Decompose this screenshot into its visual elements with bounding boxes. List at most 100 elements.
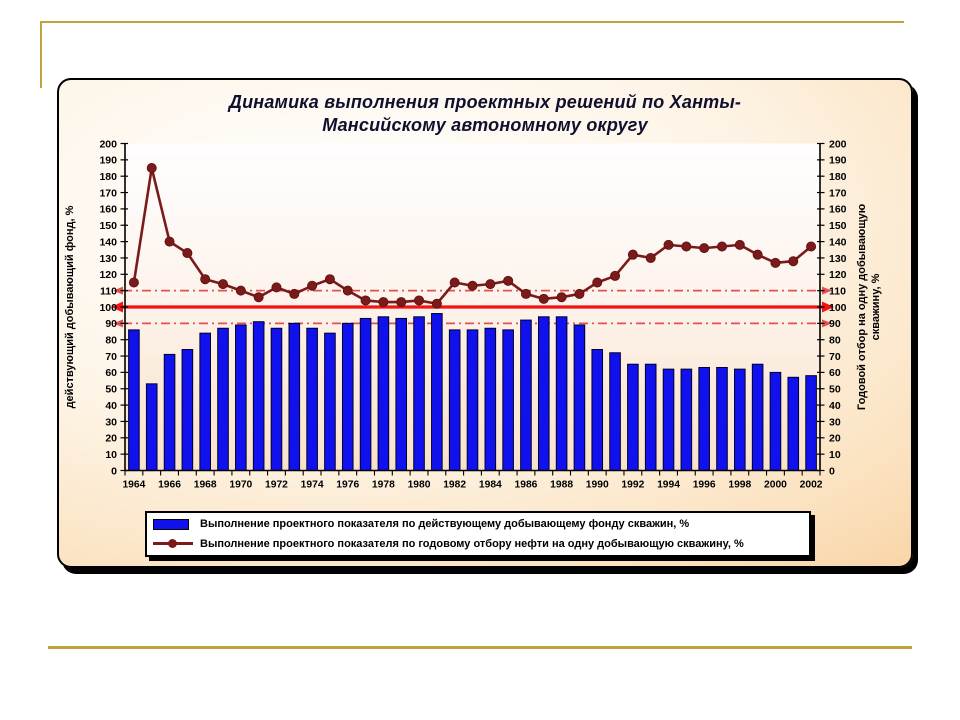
left-axis-tick-label: 80 — [105, 335, 117, 347]
chart-panel: Динамика выполнения проектных решений по… — [57, 78, 913, 568]
right-axis-tick-label: 150 — [829, 220, 847, 232]
line-marker — [431, 298, 442, 309]
bar — [181, 349, 194, 472]
right-axis-tick-label: 110 — [829, 285, 846, 297]
line-marker — [699, 243, 710, 254]
bar — [609, 352, 621, 471]
x-axis-tick-label: 1992 — [621, 480, 644, 491]
bar — [520, 319, 532, 471]
left-axis-title: действующий добывающий фонд, % — [64, 205, 76, 408]
bar — [128, 329, 140, 471]
x-axis-tick-label: 1998 — [728, 480, 751, 491]
line-marker — [164, 236, 175, 247]
bar — [448, 329, 461, 471]
right-axis-tick-label: 70 — [829, 351, 841, 363]
line-marker — [307, 280, 318, 291]
left-axis-tick-label: 100 — [99, 302, 117, 314]
line-marker — [146, 163, 157, 174]
line-marker — [556, 292, 567, 303]
line-marker — [770, 257, 781, 268]
left-axis-tick-label: 10 — [105, 449, 117, 461]
left-axis-tick-label: 70 — [105, 351, 117, 363]
right-axis-tick-label: 90 — [829, 318, 841, 330]
slide-left-accent-line — [40, 21, 42, 88]
bar — [680, 368, 693, 472]
x-axis-tick-label: 2000 — [764, 480, 787, 491]
bar — [199, 332, 211, 471]
chart-title: Динамика выполнения проектных решений по… — [228, 92, 742, 136]
bar — [769, 371, 782, 471]
bar — [591, 349, 604, 472]
right-axis-tick-label: 60 — [829, 367, 841, 379]
line-marker — [271, 282, 282, 293]
right-axis-tick-label: 20 — [829, 433, 841, 445]
bar — [484, 327, 497, 471]
bar — [644, 363, 657, 472]
right-axis-tick-label: 50 — [829, 384, 841, 396]
line-marker — [503, 275, 514, 286]
line-marker — [360, 295, 371, 306]
bar — [288, 322, 301, 471]
chart-plot: 0 0 10 10 20 20 30 30 40 40 50 50 60 60 70 70 80 80 90 90 10… — [64, 138, 882, 491]
x-axis-tick-label: 1990 — [586, 480, 609, 491]
right-axis-tick-label: 10 — [829, 449, 841, 461]
left-axis-tick-label: 30 — [105, 416, 117, 428]
chart-legend: Выполнение проектного показателя по дейс… — [145, 511, 811, 557]
right-axis-tick-label: 120 — [829, 269, 847, 281]
right-axis-tick-label: 180 — [829, 171, 847, 183]
line-marker — [681, 241, 692, 252]
left-axis-tick-label: 120 — [99, 269, 117, 281]
line-marker — [414, 295, 425, 306]
slide-bottom-accent-line — [48, 646, 912, 649]
x-axis-tick-label: 1970 — [229, 480, 252, 491]
left-axis-tick-label: 50 — [105, 384, 117, 396]
slide-top-accent-line — [40, 21, 904, 23]
left-axis-tick-label: 180 — [99, 171, 117, 183]
left-axis-tick-label: 170 — [99, 187, 117, 199]
bar — [805, 375, 817, 472]
right-axis-tick-label: 190 — [829, 155, 847, 167]
x-axis-tick-label: 1976 — [336, 480, 359, 491]
line-marker — [467, 280, 478, 291]
left-axis-tick-label: 150 — [99, 220, 117, 232]
bar — [573, 324, 586, 471]
x-axis-tick-label: 1980 — [408, 480, 431, 491]
line-marker — [627, 249, 638, 260]
x-axis-tick-label: 1982 — [443, 480, 466, 491]
bar — [324, 332, 336, 471]
line-marker — [734, 239, 745, 250]
line-marker — [342, 285, 353, 296]
right-axis-tick-label: 0 — [829, 465, 835, 477]
line-marker — [592, 277, 603, 288]
bar — [163, 353, 176, 472]
reference-line-solid — [111, 301, 834, 313]
left-axis-tick-label: 160 — [99, 204, 117, 216]
bar-series — [128, 313, 817, 472]
right-axis-title: скважину, % — [870, 273, 882, 340]
bar — [252, 321, 265, 471]
legend-line-marker-icon — [168, 539, 177, 549]
legend-bar-swatch — [153, 518, 189, 530]
bar — [395, 317, 408, 471]
line-marker — [378, 297, 389, 308]
bar — [377, 316, 390, 471]
legend-line-swatch — [153, 539, 193, 549]
line-marker — [449, 277, 460, 288]
bar — [341, 322, 354, 471]
line-marker — [128, 277, 139, 288]
x-axis-tick-label: 1964 — [122, 480, 145, 491]
x-axis-tick-label: 2002 — [800, 480, 823, 491]
left-axis-tick-label: 200 — [99, 138, 117, 150]
line-marker — [538, 293, 549, 304]
x-axis-tick-label: 1968 — [194, 480, 217, 491]
line-marker — [253, 292, 264, 303]
line-marker — [182, 248, 193, 259]
left-axis-tick-label: 20 — [105, 433, 117, 445]
x-axis-tick-label: 1988 — [550, 480, 573, 491]
bar — [716, 366, 728, 471]
x-axis-tick-label: 1978 — [372, 480, 395, 491]
line-marker — [396, 297, 407, 308]
x-axis-tick-label: 1994 — [657, 480, 680, 491]
right-axis-tick-label: 170 — [829, 187, 847, 199]
bar — [431, 313, 443, 471]
